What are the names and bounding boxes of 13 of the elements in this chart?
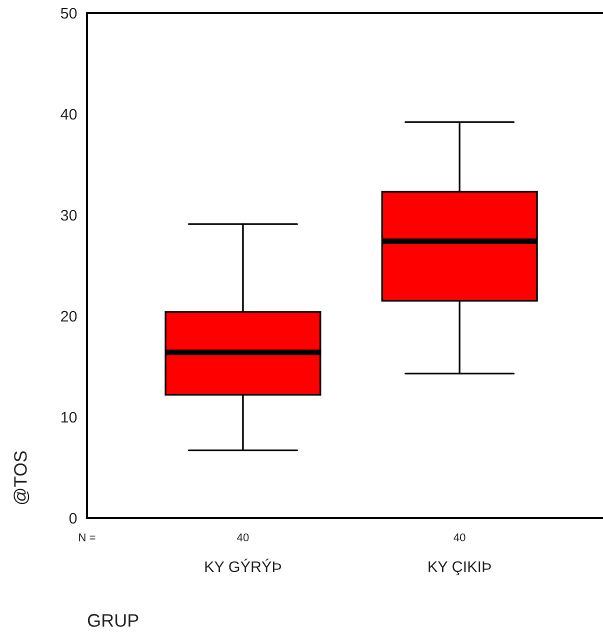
text: 40 xyxy=(237,533,249,542)
text: N = xyxy=(79,534,96,542)
y-tick-label: 0 xyxy=(69,512,77,524)
y-tick-label: 40 xyxy=(60,108,77,120)
y-tick-label: 10 xyxy=(61,412,77,423)
y-axis-title: @TOS xyxy=(14,451,30,504)
x-tick-label: KY ÇIKIÞ xyxy=(428,561,491,576)
y-tick-label: 30 xyxy=(60,210,77,221)
x-tick-label: KY GÝRÝÞ xyxy=(205,558,282,572)
text: 40 xyxy=(454,533,466,542)
y-tick-label: 20 xyxy=(61,310,77,322)
x-axis-title: GRUP xyxy=(88,614,138,627)
y-tick-label: 50 xyxy=(60,8,77,19)
